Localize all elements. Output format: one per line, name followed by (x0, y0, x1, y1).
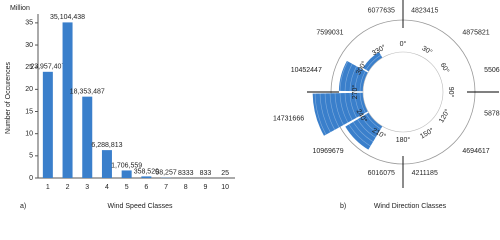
direction-label: 30° (420, 44, 433, 56)
x-tick-label: 5 (125, 184, 129, 191)
value-label: 18,353,487 (70, 88, 105, 95)
value-label: 833 (200, 170, 212, 177)
value-label: 4823415 (411, 8, 438, 15)
stripe (349, 38, 457, 146)
y-tick-label: 35 (25, 20, 33, 27)
value-label: 4211185 (412, 170, 438, 177)
value-label: 8333 (178, 170, 194, 177)
value-label: 25 (221, 170, 229, 177)
inner-ring (362, 51, 444, 133)
x-axis-title: Wind Speed Classes (108, 203, 173, 210)
y-tick-label: 0 (29, 175, 33, 182)
stripe (359, 48, 447, 136)
x-tick-label: 6 (144, 184, 148, 191)
x-tick-label: 4 (105, 184, 109, 191)
direction-label: 270° (351, 85, 359, 100)
direction-label: 120° (437, 107, 451, 124)
direction-label: 150° (419, 126, 436, 140)
value-label: 6077635 (368, 8, 395, 15)
y-tick-label: 5 (29, 153, 33, 160)
x-tick-label: 7 (164, 184, 168, 191)
inner-disc (363, 52, 443, 132)
direction-label: 180° (396, 136, 411, 144)
panel-label: b) (340, 203, 346, 210)
stripe (339, 28, 467, 156)
value-label: 6016075 (368, 170, 395, 177)
value-label: 5878872 (484, 111, 500, 118)
value-label: 10969679 (312, 148, 343, 155)
unit-label: Million (10, 5, 30, 12)
value-label: 5506232 (484, 67, 500, 74)
bar (101, 150, 112, 178)
value-label: 58,257 (155, 170, 177, 177)
stripe (344, 33, 462, 151)
x-tick-label: 10 (221, 184, 229, 191)
y-tick-label: 20 (25, 86, 33, 93)
direction-label: 90° (447, 87, 455, 98)
y-tick-label: 30 (25, 42, 33, 49)
x-tick-label: 9 (203, 184, 207, 191)
value-label: 7599031 (316, 29, 343, 36)
value-label: 4875821 (462, 29, 489, 36)
x-axis-title: Wind Direction Classes (374, 203, 447, 210)
bar (82, 96, 93, 178)
y-tick-label: 25 (25, 64, 33, 71)
value-label: 10452447 (291, 67, 322, 74)
figure: Million Number of Occurences a) Wind Spe… (5, 0, 500, 210)
value-label: 358,520 (134, 168, 159, 175)
x-tick-label: 8 (184, 184, 188, 191)
x-tick-label: 3 (85, 184, 89, 191)
value-label: 35,104,438 (50, 14, 85, 21)
bar (62, 22, 73, 179)
value-label: 23,957,407 (30, 64, 65, 71)
value-label: 4694617 (462, 148, 489, 155)
bar (42, 71, 53, 178)
value-label: 6,288,813 (91, 142, 122, 149)
panel-label: a) (20, 203, 26, 210)
bar (141, 176, 152, 178)
stripe (354, 43, 452, 141)
y-axis-title: Number of Occurences (5, 62, 12, 134)
value-label: 14731666 (273, 115, 304, 122)
value-label: 1,706,559 (111, 162, 142, 169)
bar (121, 170, 132, 178)
direction-label: 0° (400, 40, 407, 48)
direction-label: 60° (439, 61, 451, 74)
y-tick-label: 10 (25, 131, 33, 138)
x-tick-label: 2 (66, 184, 70, 191)
x-tick-label: 1 (46, 184, 50, 191)
y-tick-label: 15 (25, 108, 33, 115)
